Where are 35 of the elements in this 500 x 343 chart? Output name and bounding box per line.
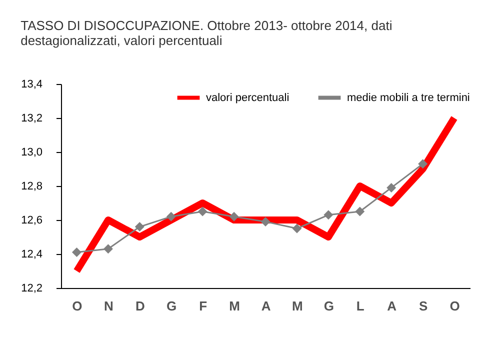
point [324,210,334,220]
point [134,222,144,232]
point [260,216,270,226]
x-tick-label: A [387,298,398,314]
x-tick-label: G [324,298,334,314]
x-tick-label: A [261,298,272,314]
y-tick-label: 13,2 [21,112,42,124]
x-tick-label: F [199,298,208,314]
point [72,248,82,258]
y-tick-label: 12,4 [21,248,42,260]
x-tick-label: M [292,298,303,314]
legend-label: medie mobili a tre termini [347,92,470,104]
x-tick-label: D [135,298,145,314]
y-tick-label: 13,0 [21,146,42,158]
point [166,212,176,222]
x-tick-label: G [166,298,177,314]
point [355,206,365,216]
y-tick-label: 12,8 [21,180,42,192]
x-tick-label: O [72,298,82,314]
x-tick-label: O [450,298,460,314]
point [103,244,113,254]
point [418,159,428,169]
y-tick-label: 13,4 [21,78,42,90]
x-tick-label: M [229,298,240,314]
chart-title: TASSO DI DISOCCUPAZIONE. Ottobre 2013- ottobre 2014, dati destagionalizzati, valori percentuali [20,18,392,48]
point [229,212,239,222]
point [292,224,302,234]
y-tick-label: 12,2 [21,282,42,294]
y-tick-label: 12,6 [21,214,42,226]
x-tick-label: L [356,298,364,314]
point [386,182,396,192]
x-tick-label: N [104,298,114,314]
x-tick-label: S [418,298,428,314]
legend-label: valori percentuali [206,92,290,104]
point [198,206,208,216]
